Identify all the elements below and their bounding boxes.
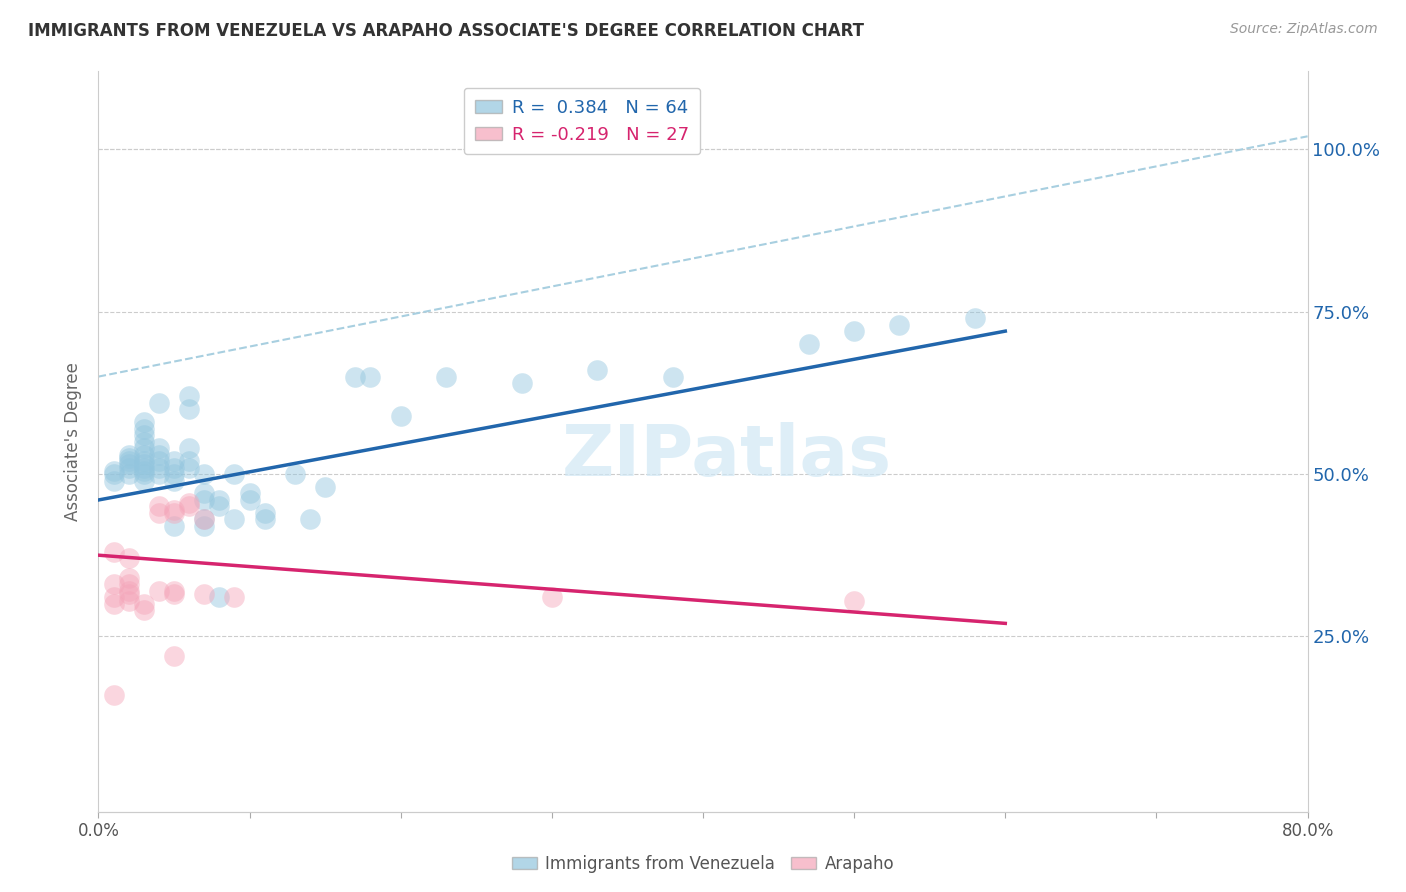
Point <box>284 467 307 481</box>
Point <box>148 500 170 514</box>
Point <box>148 448 170 462</box>
Point <box>193 467 215 481</box>
Point <box>344 369 367 384</box>
Point <box>118 454 141 468</box>
Point <box>208 493 231 508</box>
Point <box>118 571 141 585</box>
Point <box>965 311 987 326</box>
Point <box>314 480 336 494</box>
Point <box>132 467 155 481</box>
Point <box>193 512 215 526</box>
Point <box>103 591 125 605</box>
Point <box>193 587 215 601</box>
Point <box>118 460 141 475</box>
Point <box>148 460 170 475</box>
Point <box>132 603 155 617</box>
Point <box>148 467 170 481</box>
Point <box>132 415 155 429</box>
Point <box>389 409 412 423</box>
Point <box>797 337 820 351</box>
Point <box>148 583 170 598</box>
Point <box>179 454 201 468</box>
Point <box>360 369 382 384</box>
Point <box>253 506 276 520</box>
Legend: Immigrants from Venezuela, Arapaho: Immigrants from Venezuela, Arapaho <box>505 848 901 880</box>
Point <box>163 519 186 533</box>
Point <box>844 593 866 607</box>
Point <box>193 486 215 500</box>
Point <box>163 467 186 481</box>
Point <box>118 593 141 607</box>
Text: ZIPatlas: ZIPatlas <box>562 422 893 491</box>
Point <box>224 512 246 526</box>
Point <box>163 587 186 601</box>
Point <box>889 318 911 332</box>
Point <box>163 454 186 468</box>
Point <box>179 402 201 417</box>
Text: Source: ZipAtlas.com: Source: ZipAtlas.com <box>1230 22 1378 37</box>
Point <box>540 591 562 605</box>
Point <box>118 551 141 566</box>
Point <box>434 369 457 384</box>
Point <box>179 441 201 455</box>
Point <box>148 506 170 520</box>
Y-axis label: Associate's Degree: Associate's Degree <box>65 362 83 521</box>
Point <box>179 500 201 514</box>
Point <box>132 460 155 475</box>
Point <box>118 583 141 598</box>
Point <box>103 464 125 478</box>
Point <box>148 441 170 455</box>
Point <box>163 502 186 516</box>
Point <box>118 587 141 601</box>
Legend: R =  0.384   N = 64, R = -0.219   N = 27: R = 0.384 N = 64, R = -0.219 N = 27 <box>464 87 700 154</box>
Point <box>193 493 215 508</box>
Point <box>118 450 141 465</box>
Point <box>132 434 155 449</box>
Point <box>193 512 215 526</box>
Point <box>844 324 866 338</box>
Point <box>132 597 155 611</box>
Point <box>253 512 276 526</box>
Point <box>163 648 186 663</box>
Point <box>586 363 609 377</box>
Point <box>224 591 246 605</box>
Point <box>103 597 125 611</box>
Point <box>148 395 170 409</box>
Point <box>103 577 125 591</box>
Point <box>163 506 186 520</box>
Point <box>661 369 683 384</box>
Point <box>118 457 141 471</box>
Point <box>208 591 231 605</box>
Point <box>148 454 170 468</box>
Point <box>179 496 201 510</box>
Point <box>193 519 215 533</box>
Point <box>208 500 231 514</box>
Point <box>118 448 141 462</box>
Point <box>163 460 186 475</box>
Point <box>179 389 201 403</box>
Point <box>299 512 322 526</box>
Point <box>132 457 155 471</box>
Point <box>239 493 262 508</box>
Point <box>224 467 246 481</box>
Point <box>103 467 125 481</box>
Point <box>163 474 186 488</box>
Point <box>132 441 155 455</box>
Point <box>132 464 155 478</box>
Point <box>510 376 533 390</box>
Point <box>132 421 155 435</box>
Point <box>239 486 262 500</box>
Point <box>118 577 141 591</box>
Point <box>179 460 201 475</box>
Point <box>132 428 155 442</box>
Point <box>132 454 155 468</box>
Point <box>132 448 155 462</box>
Text: IMMIGRANTS FROM VENEZUELA VS ARAPAHO ASSOCIATE'S DEGREE CORRELATION CHART: IMMIGRANTS FROM VENEZUELA VS ARAPAHO ASS… <box>28 22 865 40</box>
Point <box>163 583 186 598</box>
Point <box>103 545 125 559</box>
Point <box>103 688 125 702</box>
Point <box>118 467 141 481</box>
Point <box>132 474 155 488</box>
Point <box>103 474 125 488</box>
